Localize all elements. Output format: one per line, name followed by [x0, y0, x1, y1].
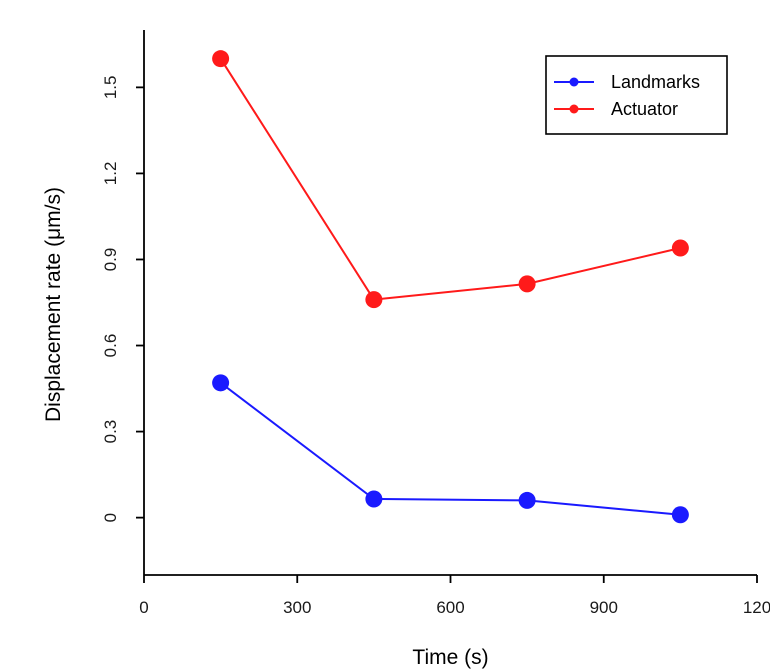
legend-label-landmarks: Landmarks: [611, 72, 700, 92]
x-tick-label: 0: [139, 598, 148, 617]
y-tick-label: 1.2: [101, 162, 120, 186]
series-landmarks: [212, 374, 689, 524]
y-tick-label: 0.9: [101, 248, 120, 272]
data-point-actuator: [365, 291, 383, 309]
legend: Landmarks Actuator: [545, 55, 728, 135]
legend-label-actuator: Actuator: [611, 99, 678, 119]
data-point-actuator: [671, 239, 689, 257]
x-tick-label: 300: [283, 598, 311, 617]
y-tick-label: 0.3: [101, 420, 120, 444]
legend-marker-landmarks: [569, 77, 579, 87]
x-tick-label: 600: [436, 598, 464, 617]
data-point-landmarks: [365, 490, 383, 508]
y-axis-title: Displacement rate (μm/s): [42, 187, 65, 422]
data-point-landmarks: [518, 491, 536, 509]
legend-marker-actuator: [569, 104, 579, 114]
x-tick-label: 900: [590, 598, 618, 617]
data-point-actuator: [212, 50, 230, 68]
data-point-landmarks: [671, 506, 689, 524]
y-tick-label: 1.5: [101, 76, 120, 100]
series-actuator: [212, 50, 689, 309]
series-line-actuator: [219, 58, 681, 301]
x-tick-label: 120: [743, 598, 770, 617]
series-layer: [212, 50, 689, 524]
data-point-actuator: [518, 275, 536, 293]
data-point-landmarks: [212, 374, 230, 392]
x-axis-title: Time (s): [412, 646, 488, 669]
y-tick-label: 0: [101, 513, 120, 522]
series-line-landmarks: [220, 382, 681, 516]
legend-box: [545, 55, 728, 135]
y-tick-label: 0.6: [101, 334, 120, 358]
